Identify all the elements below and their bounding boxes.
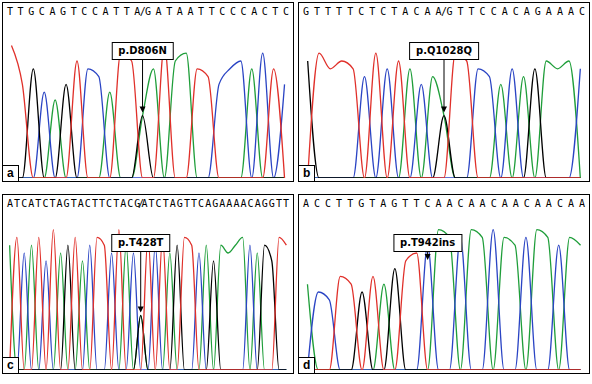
html-text:d: d [303,358,311,372]
svg-text:A C C T T G T A G T T C A A C: A C C T T G T A G T T C A A C A A C A A … [303,198,585,209]
html-text:p.D806N: p.D806N [118,45,167,56]
html-text:c: c [7,358,14,372]
html-text:p.T428T: p.T428T [118,237,164,248]
html-text:a: a [7,166,14,180]
svg-text:T T G C A G T C C A T T A/G A: T T G C A G T C C A T T A/G A T A A T T … [7,6,289,17]
svg-text:G T T T T C T C T A C A A/G T: G T T T T C T C T A C A A/G T T C C A C … [303,6,585,17]
svg-text:A T C A T C T A G T A C T T C: A T C A T C T A G T A C T T C T A C G/A … [7,198,289,209]
html-text:p.T942ins: p.T942ins [400,237,456,248]
html-text:p.Q1028Q: p.Q1028Q [416,45,472,56]
html-text:b: b [303,166,311,180]
